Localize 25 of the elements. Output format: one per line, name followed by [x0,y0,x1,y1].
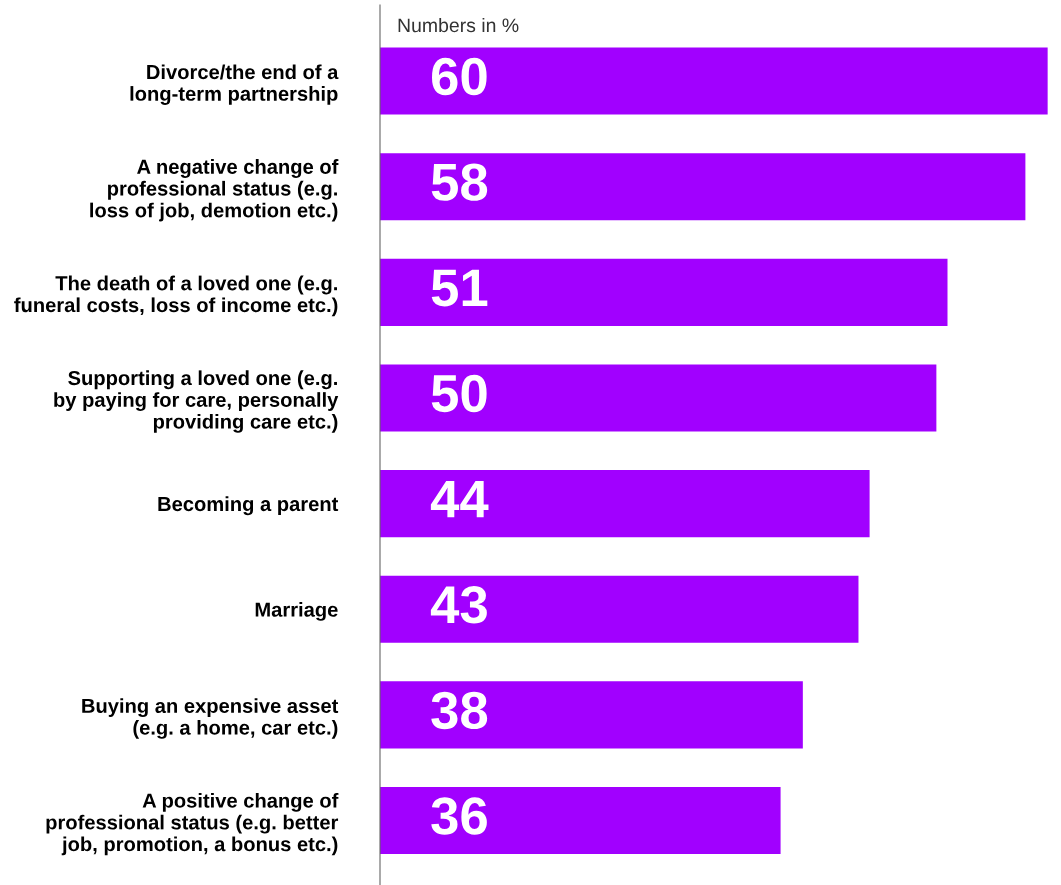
bar [380,364,937,432]
data-label: 43 [430,586,487,624]
bar [380,681,803,749]
bar [380,575,859,643]
y-tick-label: Supporting a loved one (e.g. by paying for care, personally providing care etc.) [54,370,339,433]
y-tick-label: Divorce/the end of a long-term partnership [130,64,339,105]
bar [380,153,1026,221]
bar [380,258,948,326]
bar [380,47,1048,115]
data-label: 58 [431,163,488,201]
y-tick-label: Becoming a parent [158,496,339,516]
data-label: 50 [431,374,487,413]
data-label: 60 [432,57,487,96]
y-tick-label: A negative change of professional status (e.g. loss of job, demotion etc.) [90,159,339,222]
y-tick-label: Buying an expensive asset (e.g. a home, car etc.) [82,698,339,739]
y-tick-label: A positive change of professional status (e.g. better job, promotion, a bonus etc.) [46,792,339,856]
bar [380,470,870,538]
y-tick-label: The death of a loved one (e.g. funeral costs, loss of income etc.) [14,275,338,317]
bar [380,787,781,855]
data-label: 38 [431,691,488,730]
data-label: 51 [431,269,488,307]
y-tick-label: Marriage [255,601,338,621]
data-label: 36 [431,797,487,835]
text: Numbers in % [398,17,519,33]
data-label: 44 [430,480,489,518]
